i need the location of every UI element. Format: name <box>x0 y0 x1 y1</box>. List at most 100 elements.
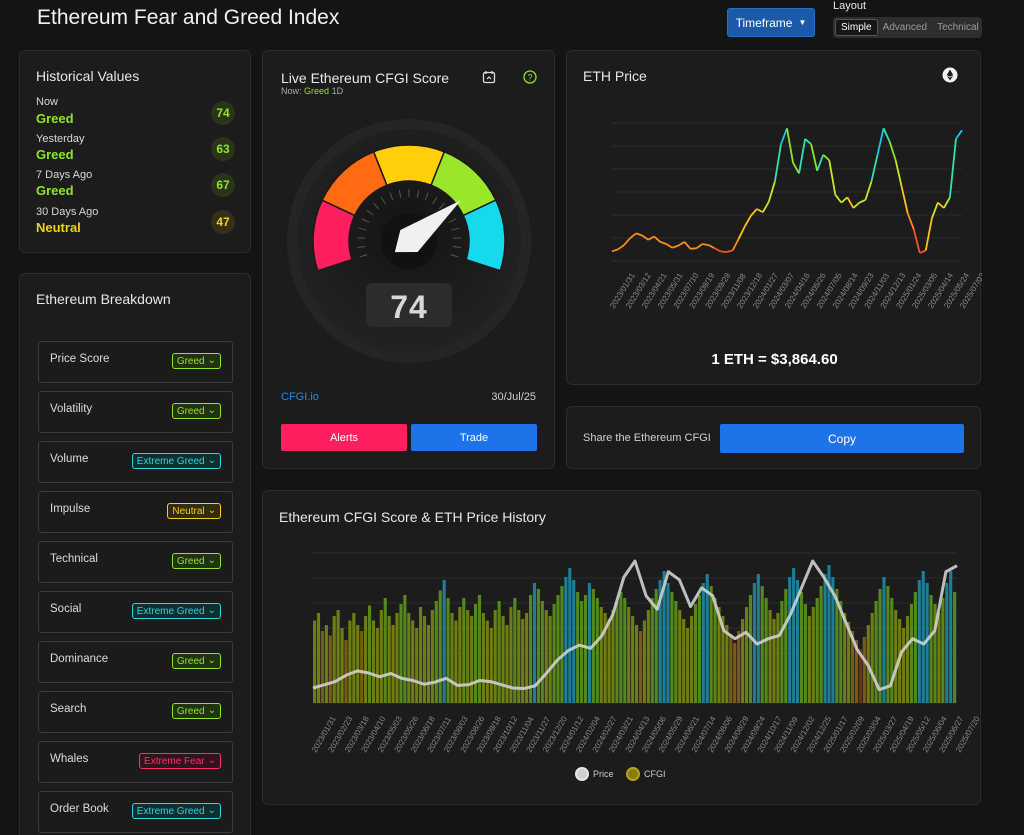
cfgi-bar <box>717 607 721 703</box>
eth-price-line-segment <box>870 154 879 182</box>
cfgi-link[interactable]: CFGI.io <box>281 391 319 403</box>
breakdown-badge[interactable]: Greed ⌄ <box>171 353 221 369</box>
breakdown-badge-label: Extreme Greed <box>136 605 205 617</box>
cfgi-bar <box>803 604 807 703</box>
cfgi-bar <box>823 574 827 703</box>
cfgi-bar <box>548 616 552 703</box>
breakdown-badge-label: Extreme Fear <box>144 755 205 767</box>
eth-price-line-segment <box>647 235 655 241</box>
eth-price-line-segment <box>912 228 921 254</box>
cfgi-bar <box>905 616 910 703</box>
cfgi-bar <box>925 583 929 703</box>
breakdown-badge[interactable]: Neutral ⌄ <box>167 503 221 519</box>
cfgi-bar <box>689 616 694 703</box>
cfgi-bar <box>607 619 611 703</box>
cfgi-bar <box>744 607 749 703</box>
eth-price-line-segment <box>810 144 819 171</box>
cfgi-bar <box>729 634 733 703</box>
cfgi-bar <box>949 571 953 703</box>
eth-price-line-segment <box>828 159 837 195</box>
eth-price-line-segment <box>695 243 704 249</box>
cfgi-bar <box>352 613 356 703</box>
cfgi-bar <box>477 595 482 703</box>
cfgi-bar <box>603 613 607 703</box>
cfgi-bar <box>772 619 776 703</box>
eth-price-line-segment <box>708 244 716 250</box>
gauge-now-prefix: Now: <box>281 86 302 96</box>
cfgi-bar <box>387 616 391 703</box>
caret-down-icon: ▼ <box>798 18 807 27</box>
cfgi-bar <box>399 604 403 703</box>
history-title: Ethereum CFGI Score & ETH Price History <box>279 509 546 525</box>
eth-price-line-segment <box>924 218 933 251</box>
cfgi-bar <box>796 580 800 703</box>
cfgi-bar <box>336 610 340 703</box>
breakdown-badge-label: Greed <box>176 705 205 717</box>
cfgi-bar <box>489 628 493 703</box>
cfgi-bar <box>481 613 485 703</box>
chevron-down-icon: ⌄ <box>207 505 216 516</box>
legend-price-label: Price <box>593 769 614 779</box>
breakdown-badge[interactable]: Greed ⌄ <box>171 553 221 569</box>
cfgi-bar <box>552 604 556 703</box>
breakdown-badge[interactable]: Greed ⌄ <box>171 653 221 669</box>
gauge-now-state: Greed <box>304 86 330 96</box>
cfgi-bar <box>422 616 427 703</box>
alerts-button[interactable]: Alerts <box>281 424 407 451</box>
cfgi-bar <box>748 595 753 703</box>
cfgi-bar <box>638 631 643 703</box>
timeframe-button[interactable]: Timeframe ▼ <box>727 8 815 37</box>
eth-price-line-segment <box>702 243 709 246</box>
cfgi-bar <box>854 640 859 703</box>
cfgi-bar <box>360 631 364 703</box>
cfgi-bar <box>383 598 387 703</box>
eth-price-line-segment <box>943 196 951 209</box>
cfgi-bar <box>611 610 615 703</box>
cfgi-bar <box>364 616 368 703</box>
layout-option-advanced[interactable]: Advanced <box>882 22 928 33</box>
breakdown-badge[interactable]: Extreme Greed ⌄ <box>131 603 221 619</box>
cfgi-bar <box>674 601 678 703</box>
copy-button[interactable]: Copy <box>720 424 964 453</box>
eth-price-line-segment <box>665 243 673 249</box>
cfgi-bar <box>599 607 603 703</box>
eth-price-line-segment <box>888 141 897 161</box>
gauge-segment <box>462 199 506 272</box>
legend-price: Price <box>575 767 614 781</box>
ethereum-icon <box>942 67 958 83</box>
breakdown-badge[interactable]: Greed ⌄ <box>171 703 221 719</box>
trade-button[interactable]: Trade <box>411 424 537 451</box>
breakdown-badge[interactable]: Extreme Greed ⌄ <box>131 803 221 819</box>
layout-option-technical[interactable]: Technical <box>937 22 979 33</box>
help-icon[interactable]: ? <box>523 70 537 84</box>
breakdown-badge[interactable]: Greed ⌄ <box>171 403 221 419</box>
cfgi-bar <box>375 628 379 703</box>
layout-option-simple[interactable]: Simple <box>835 19 878 36</box>
eth-price-line-segment <box>641 234 649 241</box>
cfgi-bar <box>367 605 372 703</box>
breakdown-card: Ethereum Breakdown Price Score Greed ⌄ Vola… <box>19 273 251 835</box>
cfgi-bar <box>733 643 737 703</box>
calendar-icon[interactable] <box>482 70 496 84</box>
cfgi-bar <box>678 610 682 703</box>
cfgi-bar <box>356 625 360 703</box>
legend-cfgi-label: CFGI <box>644 769 666 779</box>
eth-price-line-segment <box>714 247 722 253</box>
cfgi-bar <box>701 583 705 703</box>
eth-price-line-segment <box>683 241 692 250</box>
chevron-down-icon: ⌄ <box>207 705 216 716</box>
hv-value-7days: 67 <box>211 173 235 197</box>
breakdown-label: Search <box>50 703 87 715</box>
cfgi-bar <box>466 610 470 703</box>
eth-price-text: 1 ETH = $3,864.60 <box>711 351 838 368</box>
cfgi-bar <box>556 595 560 703</box>
cfgi-bar <box>320 631 324 703</box>
breakdown-badge[interactable]: Extreme Greed ⌄ <box>131 453 221 469</box>
eth-price-line-segment <box>919 249 927 254</box>
cfgi-bar <box>815 598 819 703</box>
breakdown-badge[interactable]: Extreme Fear ⌄ <box>139 753 221 769</box>
page-title: Ethereum Fear and Greed Index <box>37 6 340 29</box>
breakdown-badge-label: Greed <box>176 555 205 567</box>
cfgi-bar <box>340 628 344 703</box>
eth-price-line-segment <box>726 249 733 253</box>
